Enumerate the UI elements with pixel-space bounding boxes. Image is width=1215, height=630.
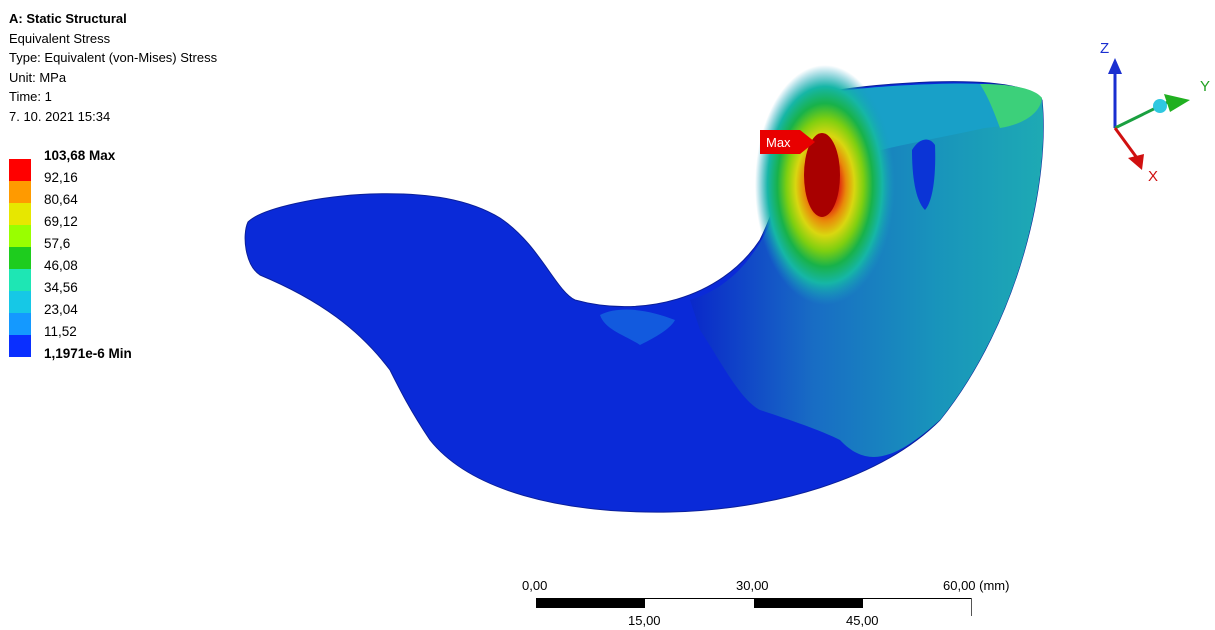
triad-y-label: Y xyxy=(1200,78,1210,95)
scale-tick-label: 30,00 xyxy=(736,578,769,593)
max-probe-label: Max xyxy=(766,135,791,150)
scale-segment xyxy=(754,598,863,608)
scale-bar: 0,00 30,00 60,00 (mm) 15,00 45,00 xyxy=(500,575,1060,630)
scale-segment xyxy=(863,598,972,608)
scale-segment xyxy=(645,598,754,608)
scale-segment xyxy=(536,598,645,608)
scale-tick-label: 60,00 (mm) xyxy=(943,578,1009,593)
scale-tick-label: 0,00 xyxy=(522,578,547,593)
scale-tick-label: 45,00 xyxy=(846,613,879,628)
triad-z-label: Z xyxy=(1100,40,1109,57)
scale-tick-label: 15,00 xyxy=(628,613,661,628)
scale-end-tick xyxy=(971,598,972,616)
axis-triad[interactable]: Z Y X xyxy=(1090,40,1215,190)
triad-x-label: X xyxy=(1148,168,1158,185)
